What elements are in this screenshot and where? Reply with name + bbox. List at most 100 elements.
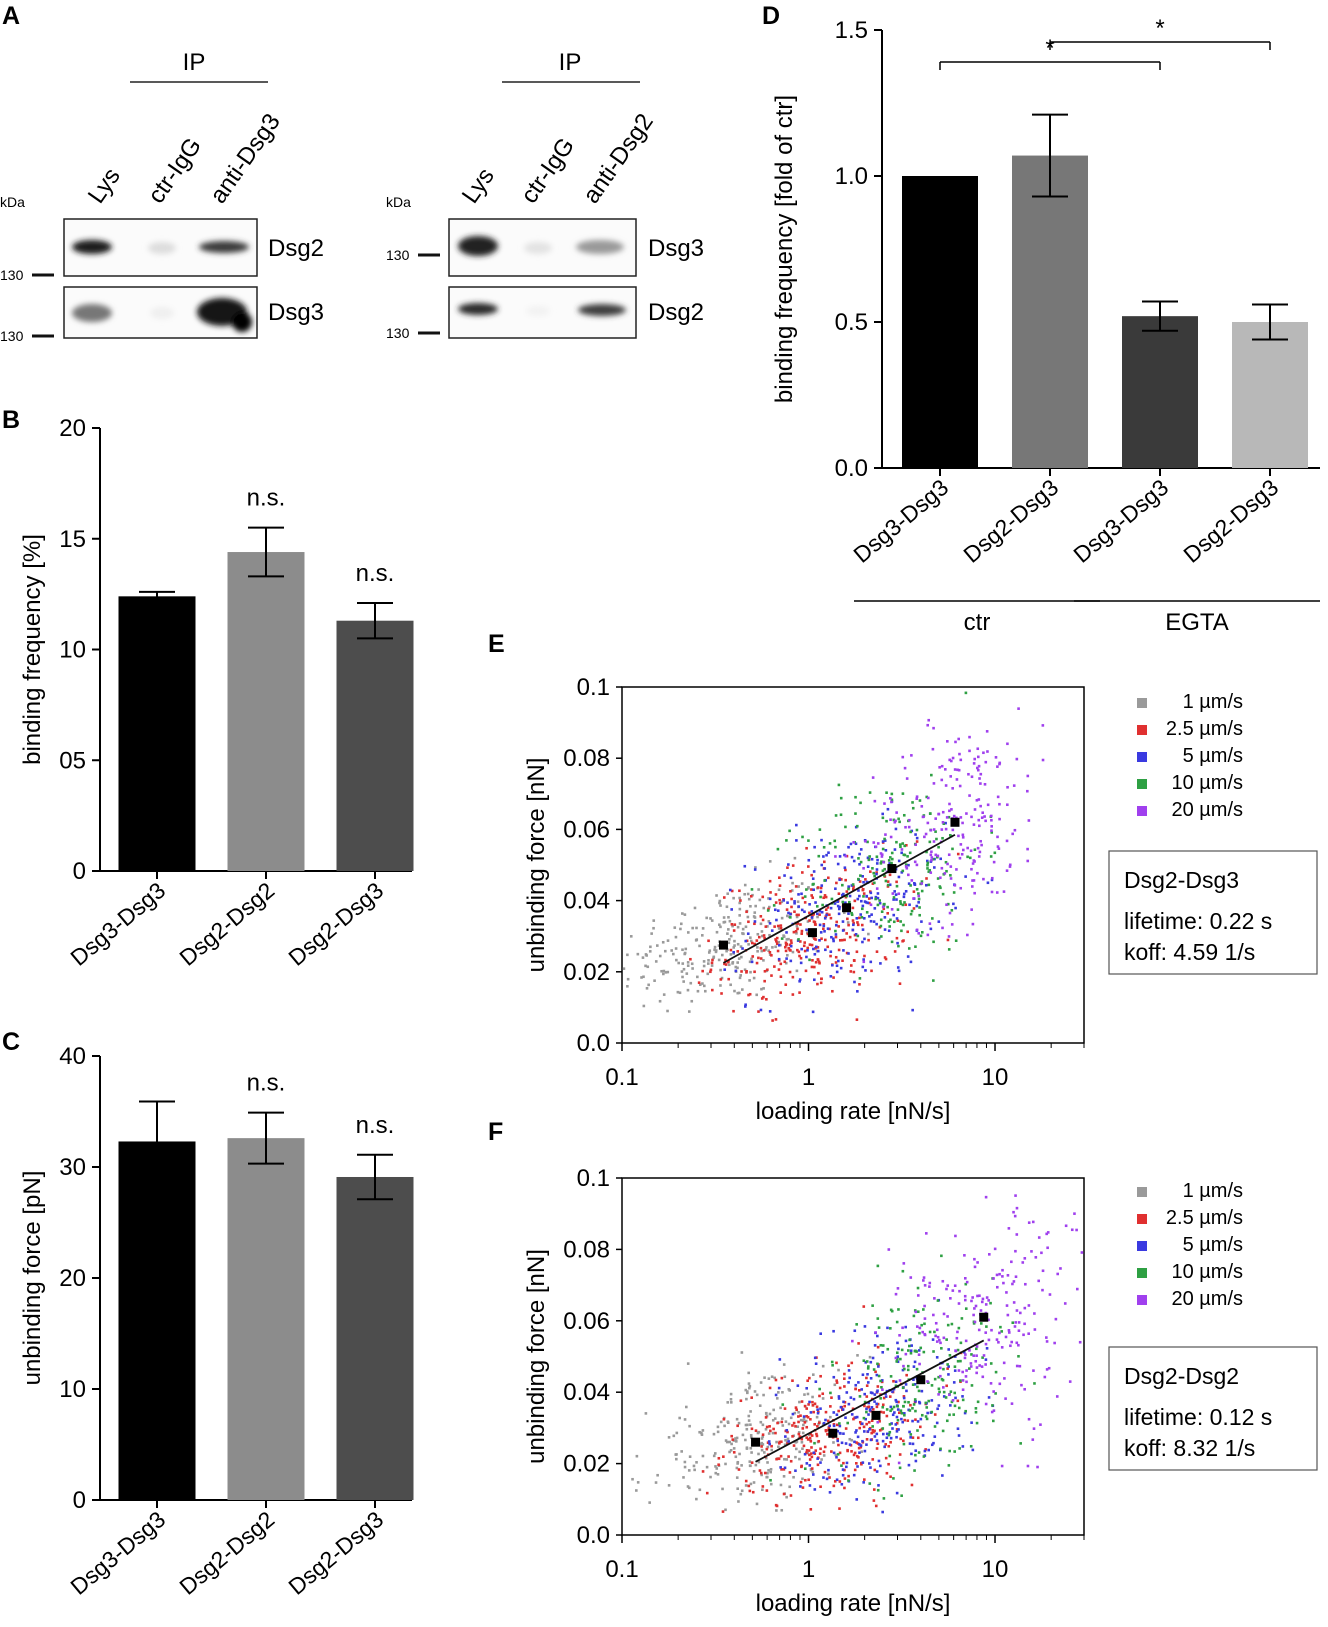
- data-point: [989, 1362, 993, 1365]
- data-point: [740, 955, 743, 959]
- data-point: [683, 1418, 687, 1421]
- data-point: [880, 1379, 884, 1382]
- data-point: [819, 931, 823, 934]
- data-point: [852, 959, 856, 962]
- data-point: [875, 855, 879, 859]
- data-point: [767, 897, 770, 900]
- data-point: [760, 930, 764, 933]
- data-point: [873, 1393, 877, 1396]
- data-point: [875, 922, 878, 926]
- data-point: [728, 1450, 731, 1454]
- data-point: [816, 1411, 820, 1415]
- data-point: [843, 1372, 846, 1376]
- data-point: [844, 1427, 848, 1430]
- data-point: [915, 840, 919, 843]
- data-point: [843, 1404, 847, 1408]
- data-point: [881, 869, 885, 873]
- data-point: [880, 935, 883, 938]
- data-point: [700, 1433, 704, 1436]
- info-lifetime: lifetime: 0.12 s: [1124, 1404, 1272, 1430]
- data-point: [952, 891, 956, 894]
- data-point: [820, 1458, 823, 1461]
- panel-label-d: D: [762, 2, 780, 30]
- data-point: [929, 927, 933, 931]
- data-point: [903, 901, 906, 904]
- data-point: [964, 1339, 968, 1343]
- data-point: [718, 901, 721, 905]
- data-point: [1017, 1354, 1020, 1358]
- data-point: [958, 1289, 961, 1293]
- data-point: [883, 837, 886, 841]
- data-point: [797, 1410, 800, 1414]
- bar: [118, 1141, 196, 1500]
- data-point: [917, 932, 921, 935]
- data-point: [792, 1475, 795, 1479]
- data-point: [925, 1417, 929, 1421]
- data-point: [666, 939, 670, 942]
- data-point: [729, 1448, 733, 1452]
- centroid-marker: [979, 1312, 989, 1322]
- data-point: [939, 1374, 942, 1378]
- data-point: [841, 929, 845, 932]
- blot-left-bands-1: [72, 240, 249, 254]
- data-point: [908, 1409, 912, 1412]
- data-point: [819, 1447, 822, 1451]
- data-point: [747, 1419, 751, 1422]
- data-point: [863, 1392, 866, 1396]
- data-point: [875, 1439, 879, 1442]
- data-point: [832, 939, 835, 943]
- data-point: [808, 943, 812, 946]
- data-point: [710, 961, 714, 965]
- data-point: [809, 1508, 813, 1511]
- data-point: [989, 855, 993, 858]
- data-point: [868, 1428, 871, 1431]
- data-point: [881, 1350, 885, 1354]
- data-point: [887, 1462, 890, 1466]
- x-axis-label: loading rate [nN/s]: [756, 1098, 951, 1125]
- data-point: [937, 1375, 940, 1379]
- data-point: [729, 953, 733, 956]
- data-point: [1041, 1288, 1044, 1292]
- data-point: [788, 829, 791, 833]
- data-point: [853, 1468, 857, 1472]
- data-point: [894, 1292, 898, 1296]
- data-point: [762, 995, 765, 999]
- data-point: [774, 1431, 777, 1435]
- data-point: [976, 768, 980, 772]
- data-point: [885, 819, 888, 823]
- data-point: [827, 1468, 830, 1472]
- data-point: [953, 1365, 957, 1368]
- data-point: [837, 907, 841, 911]
- data-point: [935, 837, 938, 841]
- data-point: [873, 874, 876, 878]
- data-point: [816, 958, 820, 961]
- data-point: [923, 835, 926, 839]
- data-point: [857, 889, 860, 892]
- data-point: [915, 828, 919, 832]
- info-box: [1108, 1346, 1318, 1471]
- data-point: [754, 866, 757, 869]
- data-point: [1012, 784, 1016, 787]
- data-point: [798, 979, 801, 983]
- data-point: [891, 1413, 895, 1417]
- centroid-marker: [887, 864, 897, 874]
- data-point: [879, 924, 883, 928]
- data-point: [830, 1450, 833, 1453]
- data-point: [965, 1380, 968, 1384]
- data-point: [705, 1491, 709, 1495]
- data-point: [779, 924, 783, 927]
- data-point: [850, 1438, 854, 1442]
- data-point: [917, 894, 921, 898]
- data-point: [747, 993, 750, 997]
- data-point: [785, 938, 789, 941]
- data-point: [855, 950, 859, 954]
- data-point: [786, 1442, 789, 1445]
- data-point: [834, 961, 838, 964]
- data-point: [924, 832, 928, 836]
- data-point: [951, 1289, 955, 1292]
- data-point: [947, 1373, 950, 1376]
- data-point: [931, 917, 934, 920]
- data-point: [862, 1359, 866, 1362]
- data-point: [926, 1411, 929, 1415]
- data-point: [830, 935, 833, 939]
